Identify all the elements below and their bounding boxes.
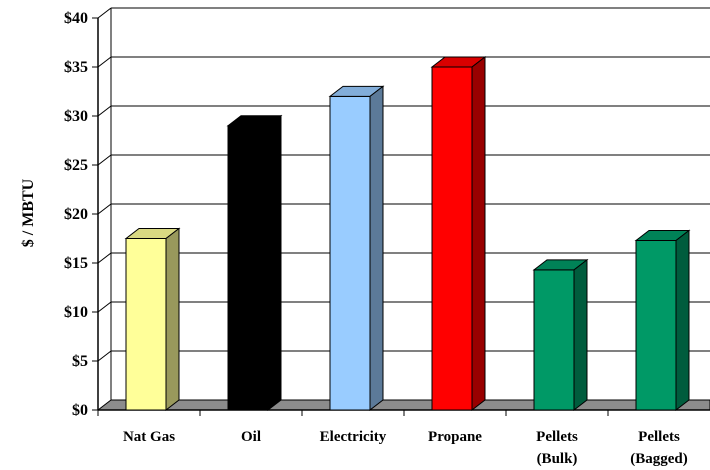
bar-front bbox=[125, 238, 167, 411]
x-tick-label: (Bulk) bbox=[537, 451, 578, 467]
axes bbox=[92, 8, 710, 416]
bar-front bbox=[329, 95, 371, 411]
gridline-depth bbox=[97, 350, 112, 362]
bar bbox=[328, 85, 385, 412]
bar bbox=[532, 258, 589, 412]
bar-front bbox=[431, 66, 473, 411]
y-axis-title: $ / MBTU bbox=[20, 178, 37, 247]
grid-layer bbox=[97, 7, 710, 362]
bar bbox=[430, 55, 487, 412]
gridline-depth bbox=[97, 105, 112, 117]
gridline-depth bbox=[97, 301, 112, 313]
gridline-depth bbox=[97, 252, 112, 264]
bar bbox=[634, 229, 691, 412]
floor-plane bbox=[96, 399, 710, 411]
gridline-depth bbox=[97, 203, 112, 215]
bar-side bbox=[573, 258, 588, 412]
gridline-depth bbox=[97, 56, 112, 68]
bar-front bbox=[635, 239, 677, 411]
x-tick-label: Electricity bbox=[320, 429, 387, 445]
y-tick-label: $5 bbox=[72, 353, 88, 370]
y-tick-label: $40 bbox=[64, 10, 88, 27]
gridline-depth bbox=[97, 7, 112, 19]
y-tick-label: $30 bbox=[64, 108, 88, 125]
x-tick-label: Pellets bbox=[638, 429, 680, 445]
bar-side bbox=[675, 229, 690, 412]
bar bbox=[226, 114, 283, 412]
bar-front bbox=[533, 269, 575, 411]
x-tick-label: (Bagged) bbox=[630, 451, 688, 467]
y-tick-label: $20 bbox=[64, 206, 88, 223]
y-tick-label: $25 bbox=[64, 157, 88, 174]
x-tick-label: Pellets bbox=[536, 429, 578, 445]
labels: $0 $5 $10 $15 $20 $25 $30 $35 $40 Nat Gas Oil Elect… bbox=[64, 10, 688, 467]
bar-side bbox=[165, 227, 180, 412]
bar bbox=[124, 227, 181, 412]
y-tick-label: $0 bbox=[72, 402, 88, 419]
bar-side bbox=[267, 114, 282, 412]
bar-side bbox=[369, 85, 384, 412]
x-tick-label: Oil bbox=[241, 429, 261, 445]
y-tick-label: $35 bbox=[64, 59, 88, 76]
bar-side bbox=[471, 55, 486, 412]
y-tick-label: $10 bbox=[64, 304, 88, 321]
bar-front bbox=[227, 125, 269, 411]
gridline-depth bbox=[97, 154, 112, 166]
bars bbox=[124, 55, 691, 412]
x-tick-label: Nat Gas bbox=[123, 429, 175, 445]
chart-floor bbox=[96, 399, 710, 411]
x-tick-label: Propane bbox=[428, 429, 482, 445]
y-tick-label: $15 bbox=[64, 255, 88, 272]
